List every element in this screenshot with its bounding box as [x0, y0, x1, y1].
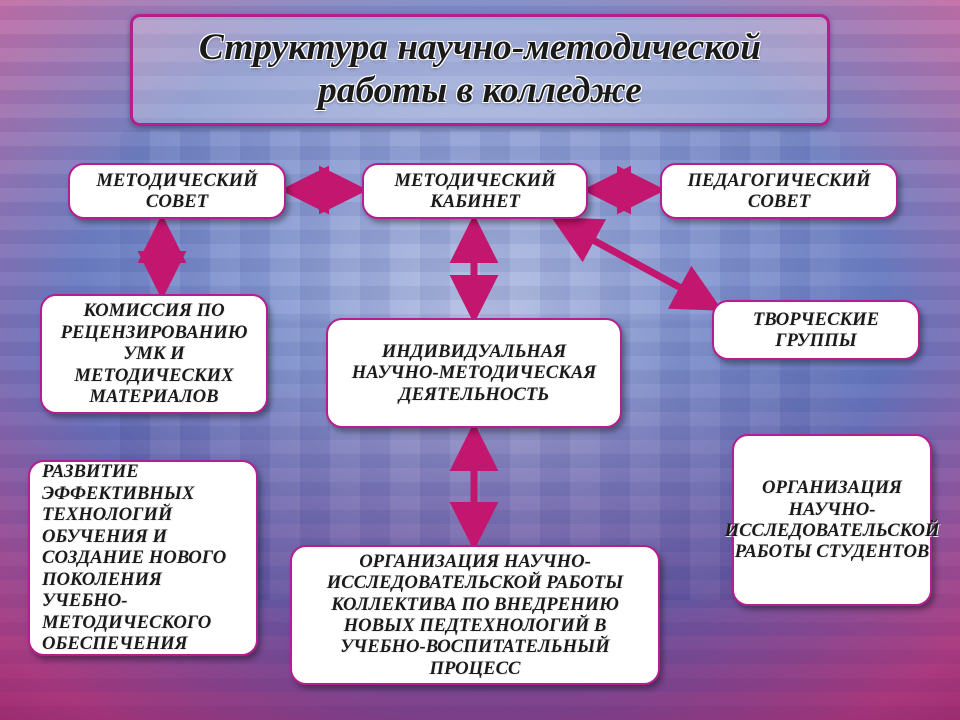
node-label: ПЕДАГОГИЧЕСКИЙ СОВЕТ [674, 170, 884, 213]
node-tvor: ТВОРЧЕСКИЕ ГРУППЫ [712, 300, 920, 360]
node-met_sovet: МЕТОДИЧЕСКИЙ СОВЕТ [68, 163, 286, 219]
node-individ: ИНДИВИДУАЛЬНАЯ НАУЧНО-МЕТОДИЧЕСКАЯ ДЕЯТЕ… [326, 318, 622, 428]
node-label: ОРГАНИЗАЦИЯ НАУЧНО-ИССЛЕДОВАТЕЛЬСКОЙ РАБ… [725, 477, 940, 563]
node-komissiya: КОМИССИЯ ПО РЕЦЕНЗИРОВАНИЮ УМК И МЕТОДИЧ… [40, 294, 268, 414]
node-org_stud: ОРГАНИЗАЦИЯ НАУЧНО-ИССЛЕДОВАТЕЛЬСКОЙ РАБ… [732, 434, 932, 606]
node-label: КОМИССИЯ ПО РЕЦЕНЗИРОВАНИЮ УМК И МЕТОДИЧ… [54, 300, 254, 407]
node-ped_sovet: ПЕДАГОГИЧЕСКИЙ СОВЕТ [660, 163, 898, 219]
node-label: РАЗВИТИЕ ЭФФЕКТИВНЫХ ТЕХНОЛОГИЙ ОБУЧЕНИЯ… [42, 461, 244, 654]
node-label: ТВОРЧЕСКИЕ ГРУППЫ [726, 309, 906, 352]
node-label: МЕТОДИЧЕСКИЙ СОВЕТ [82, 170, 272, 213]
slide-title: Структура научно-методической работы в к… [130, 14, 830, 126]
slide-title-text: Структура научно-методической работы в к… [161, 27, 799, 113]
node-label: ИНДИВИДУАЛЬНАЯ НАУЧНО-МЕТОДИЧЕСКАЯ ДЕЯТЕ… [340, 341, 608, 405]
node-org_koll: ОРГАНИЗАЦИЯ НАУЧНО-ИССЛЕДОВАТЕЛЬСКОЙ РАБ… [290, 545, 660, 685]
node-label: ОРГАНИЗАЦИЯ НАУЧНО-ИССЛЕДОВАТЕЛЬСКОЙ РАБ… [304, 551, 646, 680]
node-label: МЕТОДИЧЕСКИЙ КАБИНЕТ [376, 170, 574, 213]
node-met_kabinet: МЕТОДИЧЕСКИЙ КАБИНЕТ [362, 163, 588, 219]
node-razvitie: РАЗВИТИЕ ЭФФЕКТИВНЫХ ТЕХНОЛОГИЙ ОБУЧЕНИЯ… [28, 460, 258, 656]
